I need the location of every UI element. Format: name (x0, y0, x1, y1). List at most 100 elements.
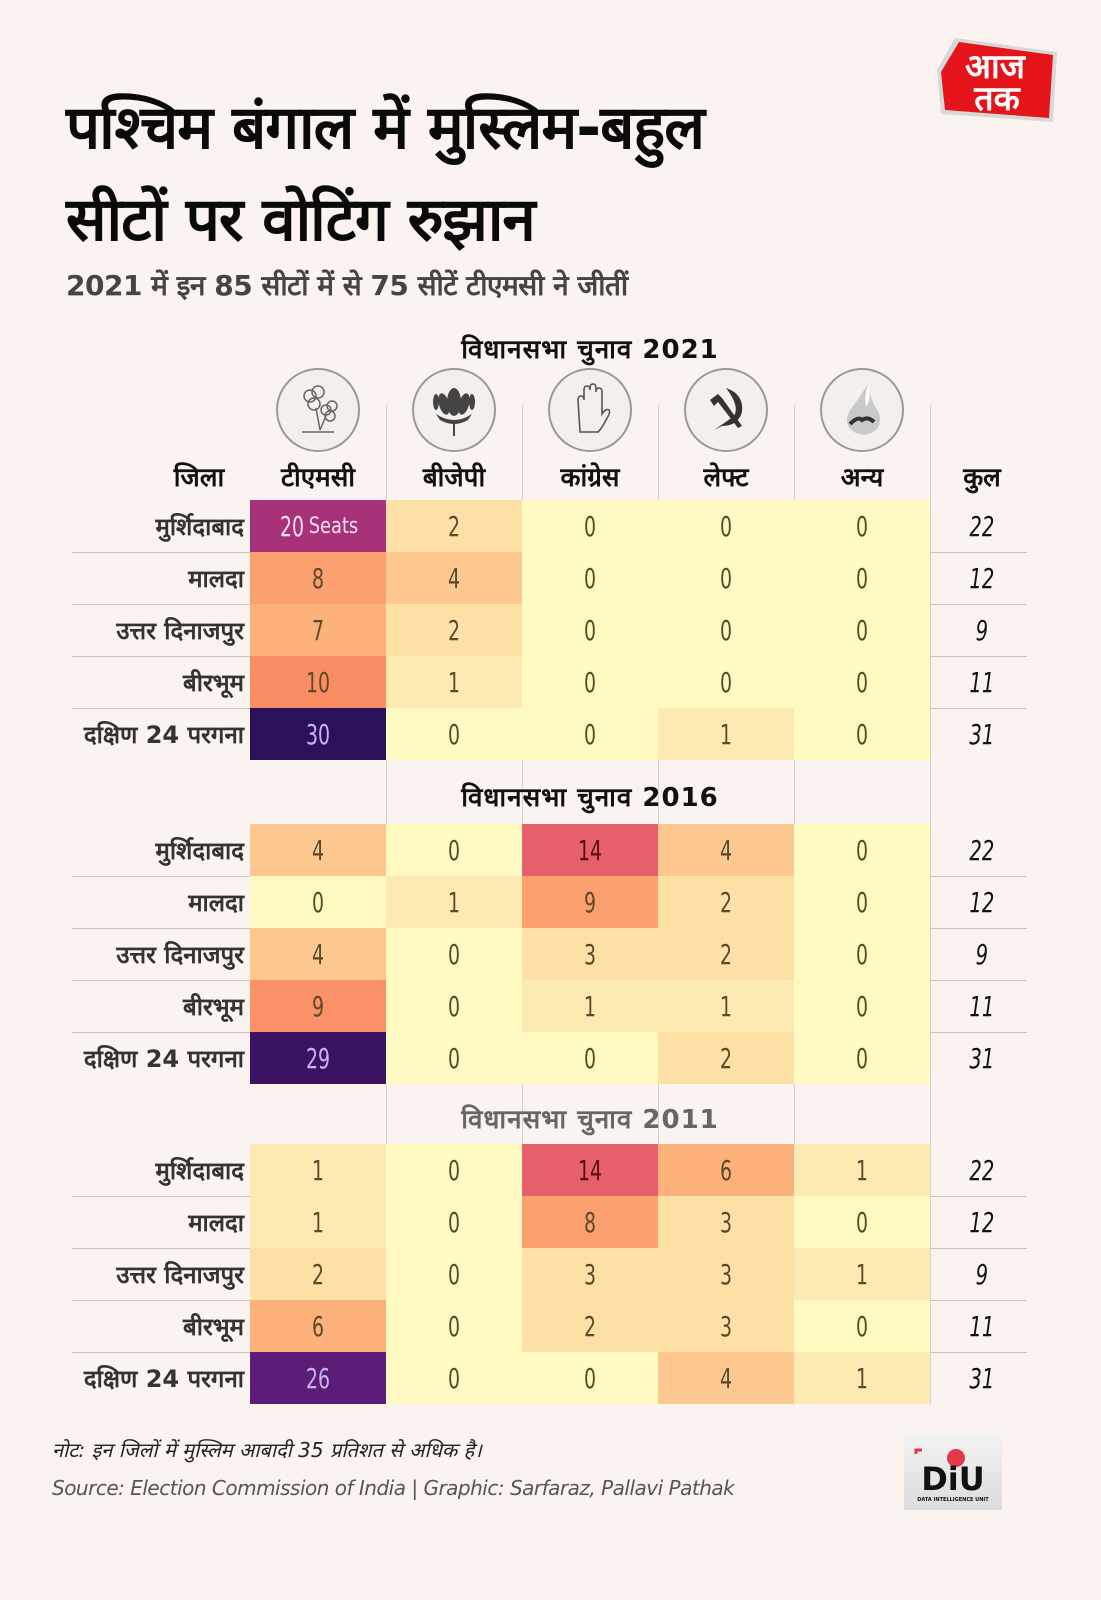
cell-value: 0 (719, 509, 733, 543)
heatmap-cell: 0 (794, 656, 930, 708)
cell-value: 0 (583, 717, 597, 751)
tmc-flower-icon (276, 368, 360, 452)
diu-logo-text: DiU (921, 1460, 985, 1498)
cell-value: 3 (583, 937, 597, 971)
panel-title: विधानसभा चुनाव 2011 (461, 1105, 719, 1135)
heatmap-cell: 1 (386, 876, 522, 928)
panel-title: विधानसभा चुनाव 2016 (461, 783, 719, 813)
heatmap-cell: 4 (250, 824, 386, 876)
cell-value: 0 (447, 1257, 461, 1291)
row-total: 12 (932, 876, 1032, 928)
column-header-party: टीएमसी (280, 463, 356, 493)
cell-value: 0 (855, 937, 869, 971)
heatmap-cell: 0 (522, 656, 658, 708)
total-value: 11 (969, 989, 995, 1023)
cell-value: 6 (311, 1309, 325, 1343)
heatmap-cell: 8 (250, 552, 386, 604)
source-credit: Source: Election Commission of India | G… (52, 1476, 735, 1500)
cell-value: 2 (719, 885, 733, 919)
heatmap-cell: 9 (522, 876, 658, 928)
heatmap-cell: 0 (522, 604, 658, 656)
cell-value: 8 (311, 561, 325, 595)
cell-value: 0 (855, 989, 869, 1023)
column-header-total: कुल (963, 463, 1001, 493)
total-value: 31 (969, 1041, 995, 1075)
cell-value: 6 (719, 1153, 733, 1187)
cell-value: 1 (311, 1205, 325, 1239)
total-value: 12 (969, 1205, 995, 1239)
cell-value: 0 (447, 717, 461, 751)
heatmap-cell: 0 (794, 1196, 930, 1248)
total-value: 12 (969, 885, 995, 919)
total-value: 22 (969, 509, 995, 543)
total-value: 9 (975, 613, 989, 647)
cell-value: 14 (577, 833, 603, 867)
total-value: 22 (969, 833, 995, 867)
cell-value: 0 (447, 989, 461, 1023)
cell-value: 4 (447, 561, 461, 595)
total-value: 12 (969, 561, 995, 595)
heatmap-cell: 1 (794, 1144, 930, 1196)
left-hammer-sickle-icon (684, 368, 768, 452)
heatmap-cell: 6 (250, 1300, 386, 1352)
row-total: 9 (932, 928, 1032, 980)
row-total: 22 (932, 500, 1032, 552)
bjp-lotus-icon (412, 368, 496, 452)
cell-value: 0 (583, 1361, 597, 1395)
heatmap-cell: 0 (658, 500, 794, 552)
row-label-district: बीरभूम (183, 993, 244, 1021)
cell-value: 0 (583, 509, 597, 543)
total-value: 9 (975, 1257, 989, 1291)
row-label-district: उत्तर दिनाजपुर (116, 941, 244, 969)
cell-value: 9 (311, 989, 325, 1023)
heatmap-cell: 1 (794, 1248, 930, 1300)
total-value: 31 (969, 717, 995, 751)
row-label-district: दक्षिण 24 परगना (83, 1045, 244, 1073)
row-label-district: बीरभूम (183, 669, 244, 697)
heatmap-cell: 0 (794, 604, 930, 656)
heatmap-cell: 0 (386, 1300, 522, 1352)
cell-value: 2 (311, 1257, 325, 1291)
cell-value: 0 (855, 885, 869, 919)
heatmap-cell: 1 (794, 1352, 930, 1404)
heatmap-cell: 2 (658, 1032, 794, 1084)
heatmap-cell: 1 (658, 980, 794, 1032)
row-total: 11 (932, 656, 1032, 708)
total-value: 11 (969, 1309, 995, 1343)
row-label-district: मुर्शिदाबाद (155, 513, 244, 541)
cell-value: 0 (447, 1041, 461, 1075)
total-value: 22 (969, 1153, 995, 1187)
heatmap-cell: 0 (658, 604, 794, 656)
cell-value: 2 (583, 1309, 597, 1343)
title-line-2: सीटों पर वोटिंग रुझान (66, 185, 536, 255)
aaj-tak-logo: आज तक (935, 30, 1065, 130)
row-label-district: मालदा (188, 565, 244, 593)
row-label-district: दक्षिण 24 परगना (83, 721, 244, 749)
footnote: नोट: इन जिलों में मुस्लिम आबादी 35 प्रति… (52, 1438, 482, 1462)
heatmap-cell: 0 (522, 500, 658, 552)
heatmap-cell: 4 (386, 552, 522, 604)
heatmap-cell: 20 Seats (250, 500, 386, 552)
logo-text-top: आज (965, 47, 1027, 87)
heatmap-cell: 2 (522, 1300, 658, 1352)
cell-value: 1 (855, 1257, 869, 1291)
row-total: 31 (932, 708, 1032, 760)
heatmap-cell: 6 (658, 1144, 794, 1196)
heatmap-cell: 2 (386, 500, 522, 552)
heatmap-cell: 14 (522, 1144, 658, 1196)
heatmap-cell: 0 (386, 1032, 522, 1084)
diu-logo: DiU DATA INTELLIGENCE UNIT (904, 1436, 1002, 1510)
cell-value: 0 (855, 665, 869, 699)
cell-value: 10 (305, 665, 331, 699)
heatmap-cell: 2 (658, 928, 794, 980)
row-total: 31 (932, 1352, 1032, 1404)
cell-value: 0 (311, 885, 325, 919)
cell-value: 0 (855, 1309, 869, 1343)
cell-value: 9 (583, 885, 597, 919)
heatmap-cell: 0 (794, 980, 930, 1032)
total-value: 31 (969, 1361, 995, 1395)
congress-hand-icon (548, 368, 632, 452)
cell-value: 0 (855, 509, 869, 543)
heatmap-cell: 2 (658, 876, 794, 928)
heatmap-cell: 3 (658, 1300, 794, 1352)
